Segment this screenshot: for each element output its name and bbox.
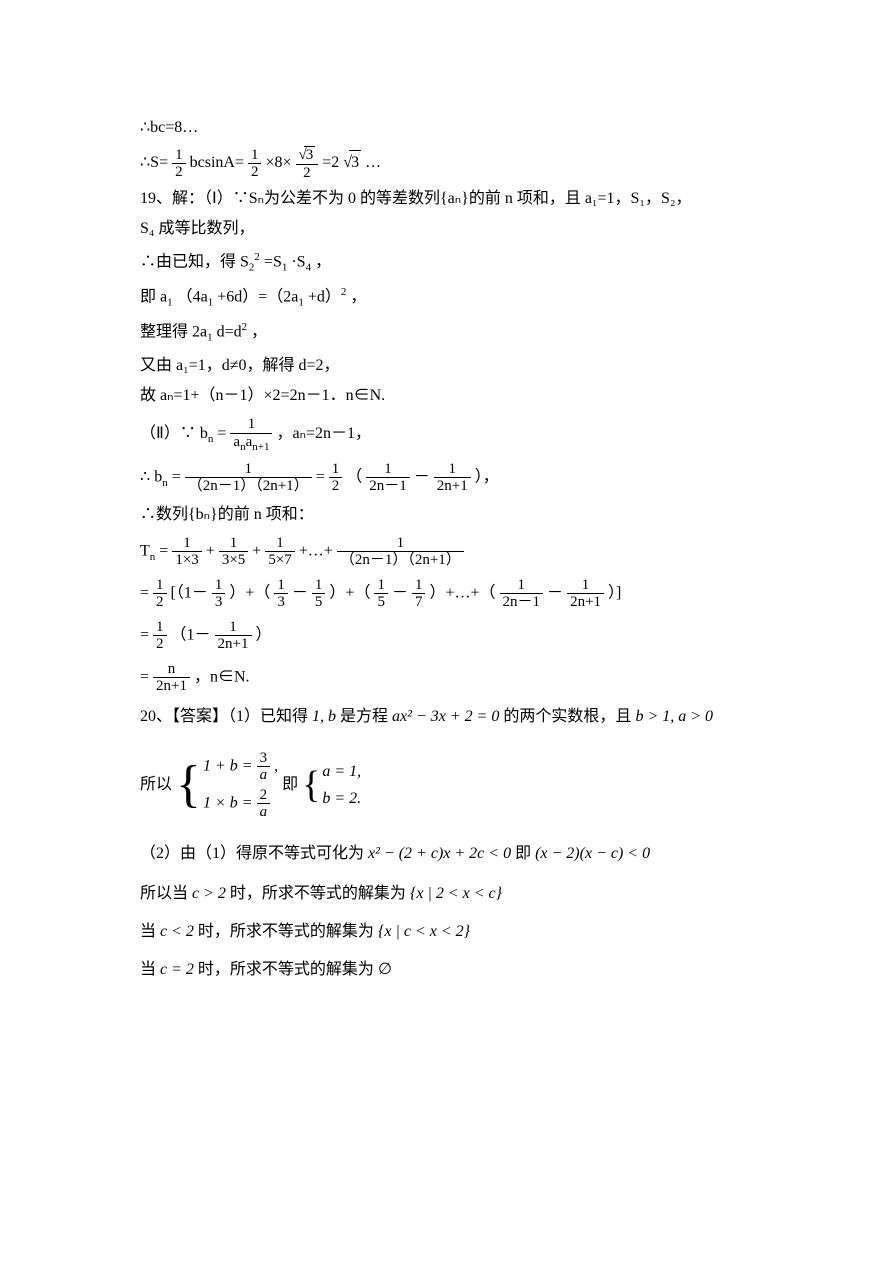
math-text: ∴bc=8… — [140, 119, 198, 136]
fraction: 1 anan+1 — [230, 416, 272, 453]
fraction: 1 2n+1 — [434, 461, 471, 495]
text-line: 19、解：（Ⅰ）∵Sₙ为公差不为 0 的等差数列{aₙ}的前 n 项和，且 a₁… — [140, 187, 892, 211]
text-line: = 12 （1－ 12n+1 ） — [140, 619, 892, 653]
text-line: 当 c < 2 时，所求不等式的解集为 {x | c < x < 2} — [140, 920, 892, 944]
equation-system: { 1 + b = 3a , 1 × b = 2a — [176, 747, 278, 824]
text-line: （Ⅱ）∵ bn = 1 anan+1 ，aₙ=2n－1， — [140, 416, 892, 453]
text-line: 所以当 c > 2 时，所求不等式的解集为 {x | 2 < x < c} — [140, 882, 892, 906]
text: =2 — [322, 154, 339, 171]
text-line: = 12 [（1－ 13 ）+（ 13 － 15 ）+（ 15 － 17 ）+…… — [140, 577, 892, 611]
text: bcsinA= — [190, 154, 244, 171]
fraction: 1 （2n－1）（2n+1） — [185, 461, 312, 495]
text-line: = n2n+1 ，n∈N. — [140, 661, 892, 695]
text: ∴S= — [140, 154, 168, 171]
text-line: 所以 { 1 + b = 3a , 1 × b = 2a 即 { a = 1, … — [140, 747, 892, 824]
text-line: ∴ bn = 1 （2n－1）（2n+1） = 1 2 （ 1 2n－1 － 1… — [140, 461, 892, 495]
text: … — [365, 154, 381, 171]
fraction: 1 2 — [248, 147, 262, 181]
fraction: 1 2 — [172, 147, 186, 181]
sqrt: √3 — [343, 150, 361, 175]
text-line: 20、【答案】（1）已知得 1, b 是方程 ax² − 3x + 2 = 0 … — [140, 705, 892, 729]
text-line: S₄ 成等比数列， — [140, 217, 892, 241]
text-line: ∴由已知，得 S22 =S1 ·S4 ， — [140, 249, 892, 276]
text-line: 即 a1 （4a1 +6d）=（2a1 +d）2 ， — [140, 284, 892, 311]
text-line: ∴S= 1 2 bcsinA= 1 2 ×8× √3 2 =2 √3 … — [140, 146, 892, 181]
fraction: 1 2 — [329, 461, 343, 495]
fraction: √3 2 — [296, 146, 319, 181]
text-line: 又由 a₁=1，d≠0，解得 d=2， — [140, 354, 892, 378]
text-line: Tn = 11×3 + 13×5 + 15×7 +…+ 1（2n－1）（2n+1… — [140, 535, 892, 569]
text: ×8× — [265, 154, 291, 171]
text-line: 故 aₙ=1+（n－1）×2=2n－1．n∈N. — [140, 384, 892, 408]
text-line: ∴bc=8… — [140, 116, 892, 140]
text-line: 当 c = 2 时，所求不等式的解集为 ∅ — [140, 958, 892, 982]
fraction: 1 2n－1 — [366, 461, 410, 495]
text-line: ∴数列{bₙ}的前 n 项和： — [140, 503, 892, 527]
equation-system: { a = 1, b = 2. — [302, 757, 361, 814]
text-line: （2）由（1）得原不等式可化为 x² − (2 + c)x + 2c < 0 即… — [140, 842, 892, 866]
text-line: 整理得 2a1 d=d2 ， — [140, 319, 892, 346]
